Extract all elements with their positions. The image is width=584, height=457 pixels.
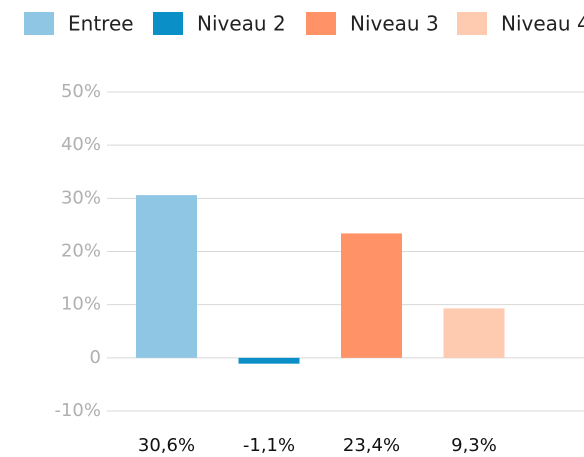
value-label: -1,1% [243, 435, 295, 456]
y-tick-label: 40% [61, 134, 101, 155]
y-tick-label: 0 [90, 347, 101, 368]
legend-label: Niveau 2 [197, 12, 286, 36]
value-label: 23,4% [343, 435, 400, 456]
y-tick-label: -10% [54, 400, 101, 421]
bar [238, 357, 300, 364]
legend-swatch [457, 12, 487, 35]
legend-label: Niveau 3 [350, 12, 439, 36]
bar [443, 308, 505, 358]
legend-label: Entree [68, 12, 134, 36]
legend-swatch [306, 12, 336, 35]
bar [136, 195, 197, 358]
y-tick-label: 50% [61, 81, 101, 102]
bar [341, 233, 402, 358]
legend-swatch [153, 12, 183, 35]
y-tick-label: 30% [61, 187, 101, 208]
y-tick-label: 10% [61, 294, 101, 315]
legend-swatch [24, 12, 54, 35]
value-label: 9,3% [451, 435, 497, 456]
y-tick-label: 20% [61, 241, 101, 262]
value-label: 30,6% [138, 435, 195, 456]
legend-label: Niveau 4 [501, 12, 584, 36]
